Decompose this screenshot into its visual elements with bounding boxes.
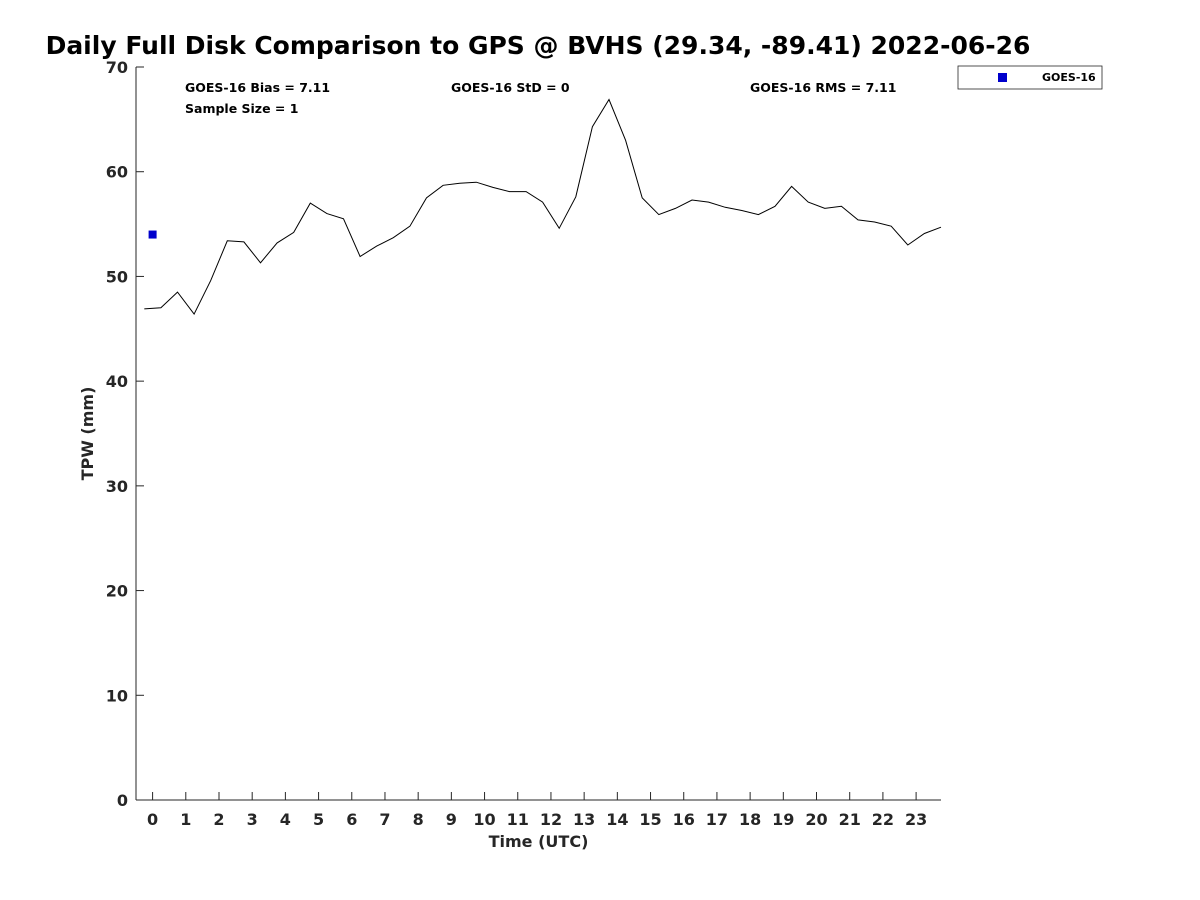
- stats-annotations: GOES-16 Bias = 7.11 GOES-16 StD = 0 GOES…: [185, 80, 896, 116]
- y-tick-label: 40: [106, 372, 128, 391]
- x-tick-label: 4: [280, 810, 291, 829]
- x-tick-label: 13: [573, 810, 595, 829]
- x-tick-label: 3: [247, 810, 258, 829]
- y-tick-label: 10: [106, 686, 128, 705]
- x-tick-label: 22: [872, 810, 894, 829]
- x-tick-label: 21: [839, 810, 861, 829]
- x-ticks: 0 1 2 3 4 5 6 7 8 9 10 11 12 13 14 15 16 17 18 19 20 21 22 23: [147, 792, 927, 829]
- y-tick-label: 0: [117, 791, 128, 810]
- legend: GOES-16: [957, 65, 1103, 90]
- x-tick-label: 20: [805, 810, 827, 829]
- rms-annotation: GOES-16 RMS = 7.11: [750, 80, 896, 95]
- legend-box: [957, 65, 1103, 90]
- x-tick-label: 14: [606, 810, 628, 829]
- x-tick-label: 10: [473, 810, 495, 829]
- y-tick-label: 30: [106, 477, 128, 496]
- y-tick-label: 20: [106, 582, 128, 601]
- sample-size-annotation: Sample Size = 1: [185, 101, 298, 116]
- series: [144, 98, 942, 316]
- legend-label-goes16: GOES-16: [1042, 71, 1096, 84]
- x-tick-label: 8: [413, 810, 424, 829]
- y-tick-label: 50: [106, 267, 128, 286]
- x-tick-label: 18: [739, 810, 761, 829]
- legend-marker-goes16: [998, 73, 1007, 82]
- gps-tpw-line: [144, 98, 942, 316]
- goes16-point: [148, 230, 157, 239]
- x-tick-label: 6: [346, 810, 357, 829]
- x-tick-label: 7: [379, 810, 390, 829]
- y-ticks: 0 10 20 30 40 50 60 70: [106, 58, 144, 810]
- x-tick-label: 19: [772, 810, 794, 829]
- x-tick-label: 12: [540, 810, 562, 829]
- x-tick-label: 0: [147, 810, 158, 829]
- y-axis-label: TPW (mm): [78, 387, 97, 481]
- x-tick-label: 17: [706, 810, 728, 829]
- bias-annotation: GOES-16 Bias = 7.11: [185, 80, 330, 95]
- y-tick-label: 60: [106, 163, 128, 182]
- x-tick-label: 5: [313, 810, 324, 829]
- y-tick-label: 70: [106, 58, 128, 77]
- x-tick-label: 1: [180, 810, 191, 829]
- x-tick-label: 9: [446, 810, 457, 829]
- axes: [135, 67, 941, 801]
- x-tick-label: 15: [639, 810, 661, 829]
- chart-title: Daily Full Disk Comparison to GPS @ BVHS…: [46, 31, 1031, 60]
- x-tick-label: 23: [905, 810, 927, 829]
- x-tick-label: 2: [213, 810, 224, 829]
- x-tick-label: 11: [507, 810, 529, 829]
- x-tick-label: 16: [673, 810, 695, 829]
- std-annotation: GOES-16 StD = 0: [451, 80, 570, 95]
- x-axis-label: Time (UTC): [489, 832, 589, 851]
